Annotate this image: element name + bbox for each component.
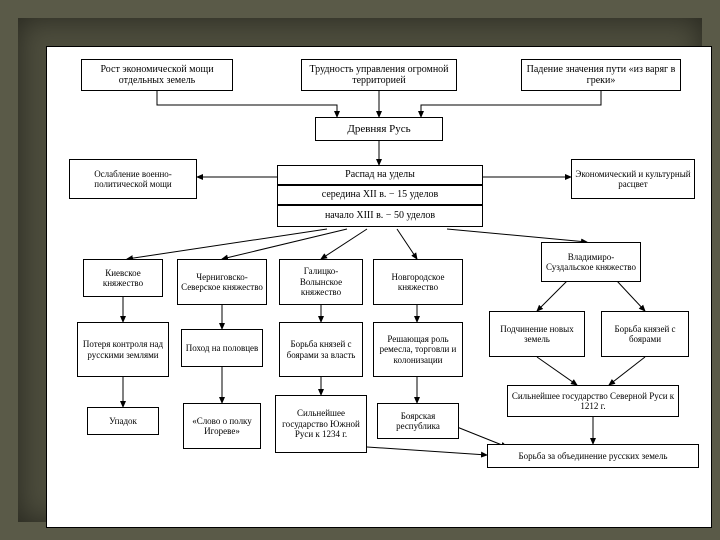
node-unification-struggle: Борьба за объединение русских земель xyxy=(487,444,699,468)
node-strongest-north: Сильнейшее государство Северной Руси к 1… xyxy=(507,385,679,417)
node-vladimir-suzdal: Владимиро-Суздальское княжество xyxy=(541,242,641,282)
node-chernigov: Черниговско-Северское княжество xyxy=(177,259,267,305)
node-economic-growth: Рост экономической мощи отдельных земель xyxy=(81,59,233,91)
node-fragmentation-title: Распад на уделы xyxy=(277,165,483,185)
node-novgorod: Новгородское княжество xyxy=(373,259,463,305)
node-economic-flourish: Экономический и культурный расцвет xyxy=(571,159,695,199)
node-polovtsy-campaign: Поход на половцев xyxy=(181,329,263,367)
node-crafts-trade: Решающая роль ремесла, торговли и колони… xyxy=(373,322,463,377)
node-decline: Упадок xyxy=(87,407,159,435)
node-military-weakening: Ослабление военно-политической мощи xyxy=(69,159,197,199)
node-boyar-republic: Боярская республика xyxy=(377,403,459,439)
node-galicia: Галицко-Волынское княжество xyxy=(279,259,363,305)
node-prince-boyar-fight: Борьба князей с боярами xyxy=(601,311,689,357)
node-ancient-rus: Древняя Русь xyxy=(315,117,443,141)
node-strongest-south: Сильнейшее государство Южной Руси к 1234… xyxy=(275,395,367,453)
diagram-paper: Рост экономической мощи отдельных земель… xyxy=(46,46,712,528)
node-loss-control: Потеря контроля над русскими землями xyxy=(77,322,169,377)
node-fragmentation-12c: середина XII в. − 15 уделов xyxy=(277,185,483,205)
node-new-lands: Подчинение новых земель xyxy=(489,311,585,357)
node-governance-difficulty: Трудность управления огромной территорие… xyxy=(301,59,457,91)
node-fragmentation-13c: начало XIII в. − 50 уделов xyxy=(277,205,483,227)
node-boyar-struggle: Борьба князей с боярами за власть xyxy=(279,322,363,377)
frame-border: Рост экономической мощи отдельных земель… xyxy=(18,18,702,522)
node-trade-route-decline: Падение значения пути «из варяг в греки» xyxy=(521,59,681,91)
node-kiev: Киевское княжество xyxy=(83,259,163,297)
node-igor-tale: «Слово о полку Игореве» xyxy=(183,403,261,449)
